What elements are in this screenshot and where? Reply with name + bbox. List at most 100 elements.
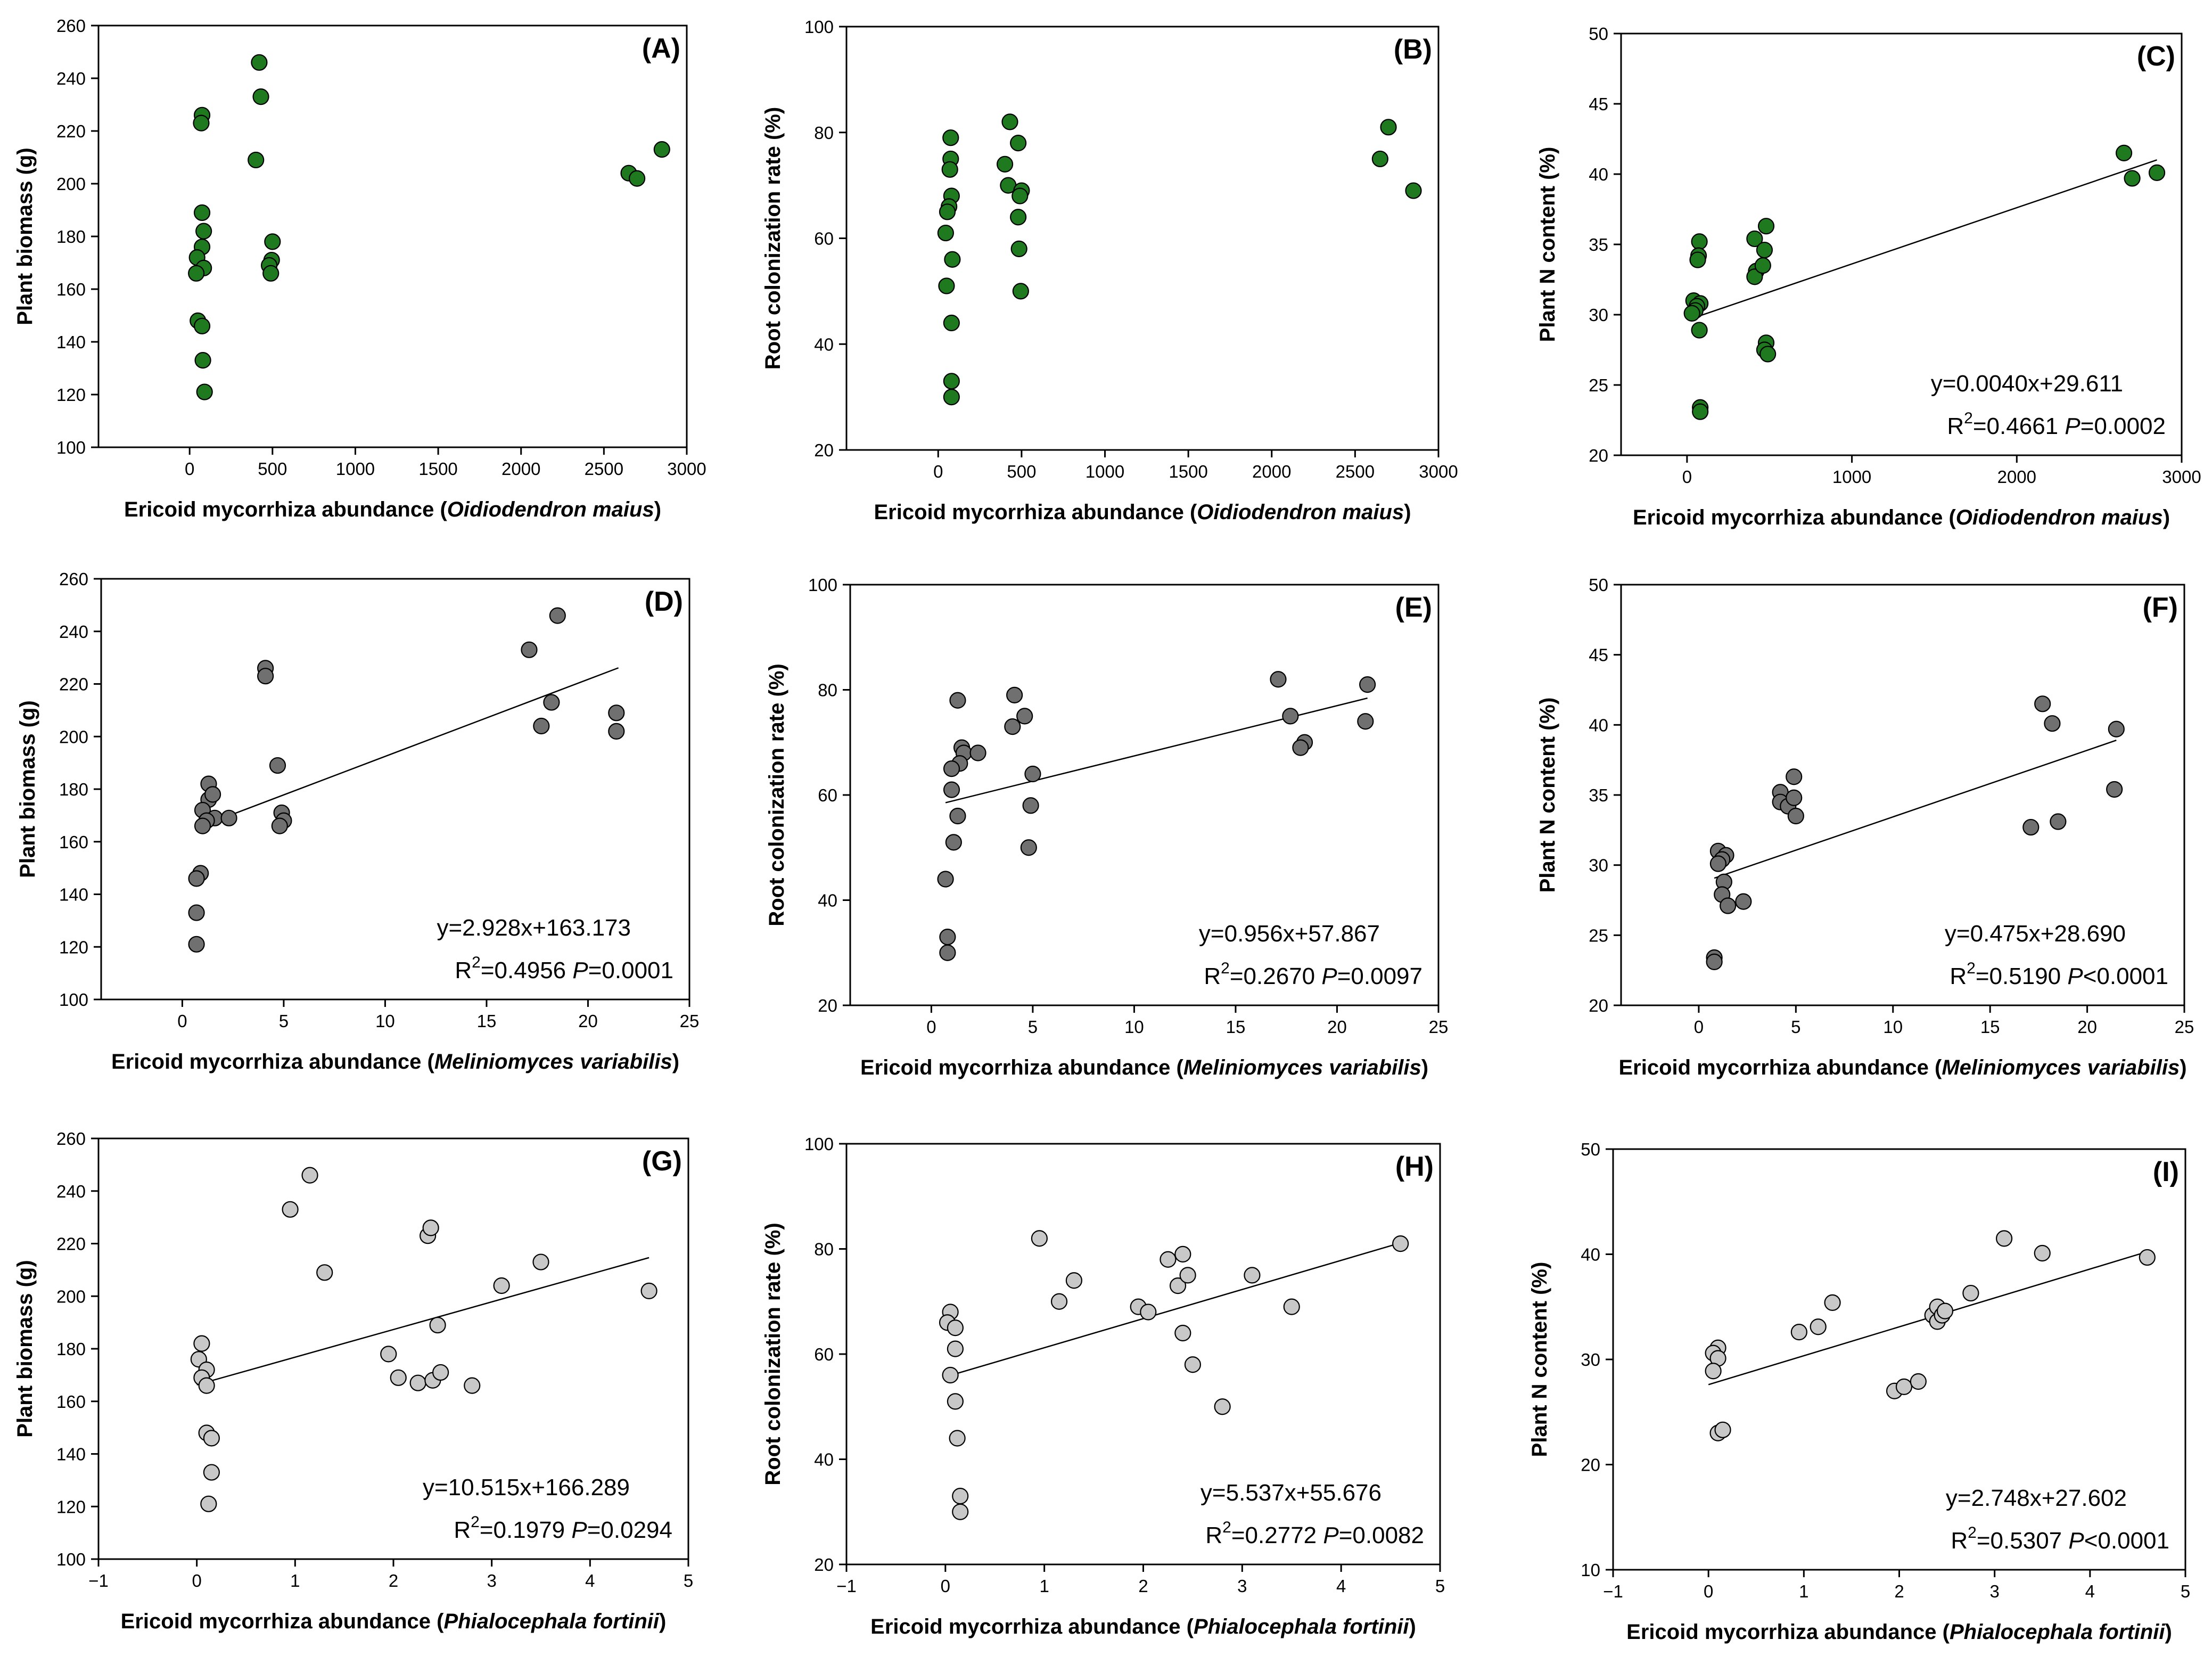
x-tick-label: 5 bbox=[1028, 1017, 1038, 1037]
y-tick-label: 30 bbox=[1581, 1350, 1600, 1370]
data-point bbox=[1720, 897, 1737, 914]
data-point bbox=[264, 233, 281, 250]
x-tick-label: 0 bbox=[1704, 1581, 1713, 1601]
regression-equation: y=2.928x+163.173 bbox=[437, 915, 631, 941]
x-tick-label: 0 bbox=[1694, 1017, 1704, 1037]
x-tick-label: 3 bbox=[1989, 1581, 1999, 1601]
x-tick-label: 3000 bbox=[1419, 462, 1458, 481]
data-point bbox=[1787, 807, 1804, 825]
y-tick-label: 40 bbox=[814, 1450, 834, 1470]
data-point bbox=[1683, 305, 1700, 322]
y-axis-label: Root colonization rate (%) bbox=[761, 107, 785, 370]
data-point bbox=[1705, 1363, 1722, 1380]
y-tick-label: 160 bbox=[56, 1392, 86, 1412]
data-point bbox=[269, 757, 286, 774]
x-tick-label: 500 bbox=[258, 459, 287, 479]
y-tick-label: 50 bbox=[1589, 575, 1608, 595]
data-point bbox=[1179, 1267, 1196, 1284]
regression-line bbox=[1691, 159, 2157, 319]
data-point bbox=[1689, 251, 1706, 268]
y-tick-label: 180 bbox=[56, 1339, 86, 1359]
y-tick-label: 20 bbox=[814, 1555, 834, 1575]
x-tick-label: 10 bbox=[375, 1011, 395, 1031]
y-tick-label: 160 bbox=[56, 280, 86, 299]
x-tick-label: 15 bbox=[1226, 1017, 1246, 1037]
x-tick-label: 25 bbox=[680, 1011, 700, 1031]
x-axis-label: Ericoid mycorrhiza abundance (Meliniomyc… bbox=[111, 1050, 679, 1073]
x-tick-label: 3000 bbox=[667, 459, 706, 479]
y-tick-label: 80 bbox=[814, 1240, 834, 1259]
data-point bbox=[1962, 1284, 1979, 1302]
x-tick-label: 0 bbox=[177, 1011, 187, 1031]
y-tick-label: 60 bbox=[818, 785, 837, 805]
x-tick-label: 5 bbox=[1791, 1017, 1800, 1037]
regression-stats: R2=0.2670 P=0.0097 bbox=[1204, 960, 1422, 989]
y-tick-label: 20 bbox=[1581, 1455, 1600, 1475]
x-tick-label: 2000 bbox=[1252, 462, 1291, 481]
y-tick-label: 120 bbox=[59, 937, 88, 957]
data-point bbox=[942, 1366, 959, 1384]
x-tick-label: 15 bbox=[1980, 1017, 2000, 1037]
regression-stats: R2=0.2772 P=0.0082 bbox=[1205, 1519, 1424, 1548]
y-tick-label: 40 bbox=[1589, 165, 1608, 184]
y-tick-label: 45 bbox=[1589, 94, 1608, 114]
data-point bbox=[949, 692, 966, 709]
panel-g: −1 0 1 2 3 4 5 100 120 140 160 180 200 220 240 260 Plant… bbox=[13, 1129, 693, 1633]
y-tick-label: 40 bbox=[1589, 715, 1608, 735]
x-tick-label: 5 bbox=[2181, 1581, 2190, 1601]
x-tick-label: 1500 bbox=[418, 459, 457, 479]
y-tick-label: 200 bbox=[59, 727, 88, 747]
x-axis-label: Ericoid mycorrhiza abundance (Phialoceph… bbox=[121, 1610, 667, 1633]
y-tick-label: 20 bbox=[1589, 446, 1608, 465]
x-tick-label: 2 bbox=[1138, 1576, 1148, 1596]
panel-c: 0 1000 2000 3000 20 25 30 35 40 45 50 Plant N conte… bbox=[1536, 24, 2201, 529]
data-point bbox=[1380, 119, 1397, 136]
data-point bbox=[2050, 813, 2067, 830]
x-tick-label: 10 bbox=[1124, 1017, 1144, 1037]
y-axis-label: Plant biomass (g) bbox=[13, 147, 37, 325]
y-tick-label: 40 bbox=[1581, 1245, 1600, 1265]
y-tick-label: 220 bbox=[56, 121, 86, 141]
data-point bbox=[1169, 1277, 1187, 1294]
data-point bbox=[1010, 135, 1027, 152]
data-point bbox=[1746, 230, 1763, 248]
data-point bbox=[1392, 1235, 1409, 1252]
data-point bbox=[193, 317, 211, 334]
data-point bbox=[252, 88, 269, 105]
panel-label: (G) bbox=[642, 1146, 682, 1177]
x-tick-label: 20 bbox=[578, 1011, 598, 1031]
x-tick-label: −1 bbox=[88, 1571, 109, 1591]
data-point bbox=[943, 314, 960, 332]
regression-stats: R2=0.5190 P<0.0001 bbox=[1950, 960, 2168, 989]
y-tick-label: 180 bbox=[56, 227, 86, 247]
data-point bbox=[188, 936, 205, 953]
data-point bbox=[532, 1253, 549, 1270]
x-axis-label: Ericoid mycorrhiza abundance (Meliniomyc… bbox=[860, 1056, 1428, 1079]
data-point bbox=[1995, 1230, 2013, 1247]
data-point bbox=[937, 224, 954, 242]
regression-equation: y=2.748x+27.602 bbox=[1946, 1485, 2127, 1511]
regression-equation: y=5.537x+55.676 bbox=[1200, 1480, 1382, 1506]
x-axis-label: Ericoid mycorrhiza abundance (Phialoceph… bbox=[870, 1615, 1416, 1638]
data-point bbox=[949, 807, 966, 825]
panel-label: (E) bbox=[1395, 592, 1432, 623]
data-point bbox=[943, 760, 960, 777]
y-axis-label: Root colonization rate (%) bbox=[765, 663, 788, 926]
regression-line bbox=[196, 1257, 649, 1386]
y-tick-label: 80 bbox=[818, 681, 837, 700]
x-tick-label: 5 bbox=[684, 1571, 693, 1591]
y-tick-label: 200 bbox=[56, 174, 86, 194]
data-point bbox=[1706, 953, 1723, 970]
y-tick-label: 260 bbox=[56, 1129, 86, 1149]
data-point bbox=[188, 265, 205, 282]
data-point bbox=[1357, 713, 1374, 730]
y-tick-label: 45 bbox=[1589, 645, 1608, 665]
data-point bbox=[543, 694, 560, 711]
data-point bbox=[1292, 739, 1309, 756]
x-tick-label: 25 bbox=[2175, 1017, 2194, 1037]
y-tick-label: 200 bbox=[56, 1286, 86, 1306]
data-point bbox=[1735, 893, 1752, 910]
x-tick-label: 2500 bbox=[585, 459, 623, 479]
x-tick-label: 0 bbox=[926, 1017, 936, 1037]
